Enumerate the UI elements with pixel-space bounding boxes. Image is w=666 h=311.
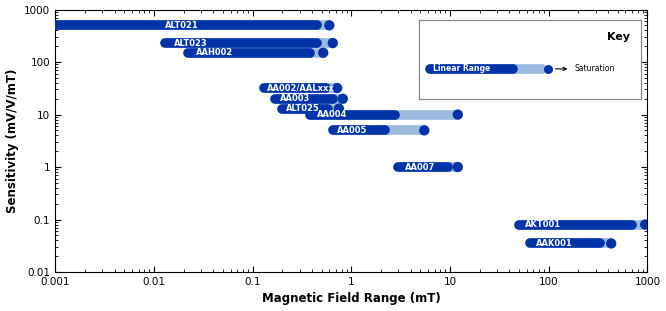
Text: AA002/AALxxx: AA002/AALxxx (267, 84, 335, 93)
Text: ALT021: ALT021 (165, 21, 199, 30)
Text: AA005: AA005 (337, 126, 368, 135)
Text: ALT023: ALT023 (174, 39, 208, 48)
Point (338, 96, 348, 101)
Y-axis label: Sensitivity (mV/V/mT): Sensitivity (mV/V/mT) (5, 69, 19, 213)
Point (318, 50, 328, 55)
Point (334, 106, 344, 111)
Text: AA003: AA003 (280, 94, 310, 103)
Point (332, 86, 342, 91)
Point (324, 23, 335, 28)
Point (640, 222, 651, 227)
Point (606, 241, 617, 246)
Point (452, 165, 463, 169)
Point (419, 128, 430, 133)
Text: AKT001: AKT001 (525, 220, 561, 229)
Text: ALT025: ALT025 (286, 104, 320, 113)
Point (328, 40, 338, 45)
X-axis label: Magnetic Field Range (mT): Magnetic Field Range (mT) (262, 292, 441, 305)
Point (452, 112, 463, 117)
Text: AAK001: AAK001 (536, 239, 573, 248)
Text: AA004: AA004 (317, 110, 348, 119)
Text: AA007: AA007 (405, 163, 435, 172)
Text: AAH002: AAH002 (196, 48, 234, 57)
